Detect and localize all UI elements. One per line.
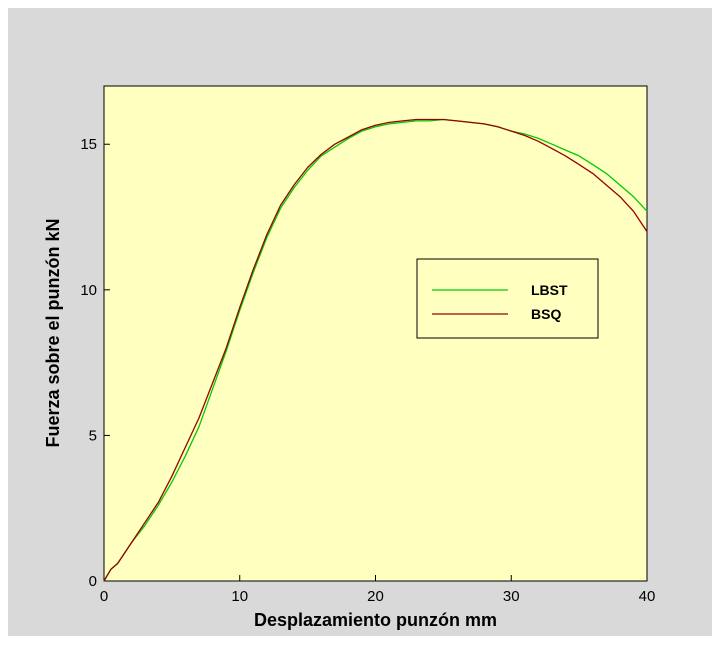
y-tick-label: 15	[80, 136, 97, 153]
x-axis-ticks: 0 10 20 30 40	[100, 575, 656, 605]
y-tick-label: 0	[89, 573, 97, 590]
series-line-lbst	[103, 118, 648, 582]
x-tick-label: 30	[503, 588, 520, 605]
y-axis-ticks: 0 5 10 15	[80, 136, 110, 590]
series-layer	[103, 118, 648, 582]
legend-box	[416, 258, 599, 339]
y-tick-label: 10	[80, 282, 97, 299]
legend-label-lbst: LBST	[531, 282, 568, 298]
x-tick-label: 20	[367, 588, 384, 605]
series-line-bsq	[103, 118, 648, 582]
x-tick-label: 40	[639, 588, 656, 605]
legend: LBST BSQ	[416, 258, 599, 339]
x-tick-label: 0	[100, 588, 108, 605]
legend-label-bsq: BSQ	[531, 306, 561, 322]
y-tick-label: 5	[89, 427, 97, 444]
y-axis-title: Fuerza sobre el punzón kN	[43, 218, 63, 447]
x-tick-label: 10	[231, 588, 248, 605]
x-axis-title: Desplazamiento punzón mm	[254, 610, 497, 630]
